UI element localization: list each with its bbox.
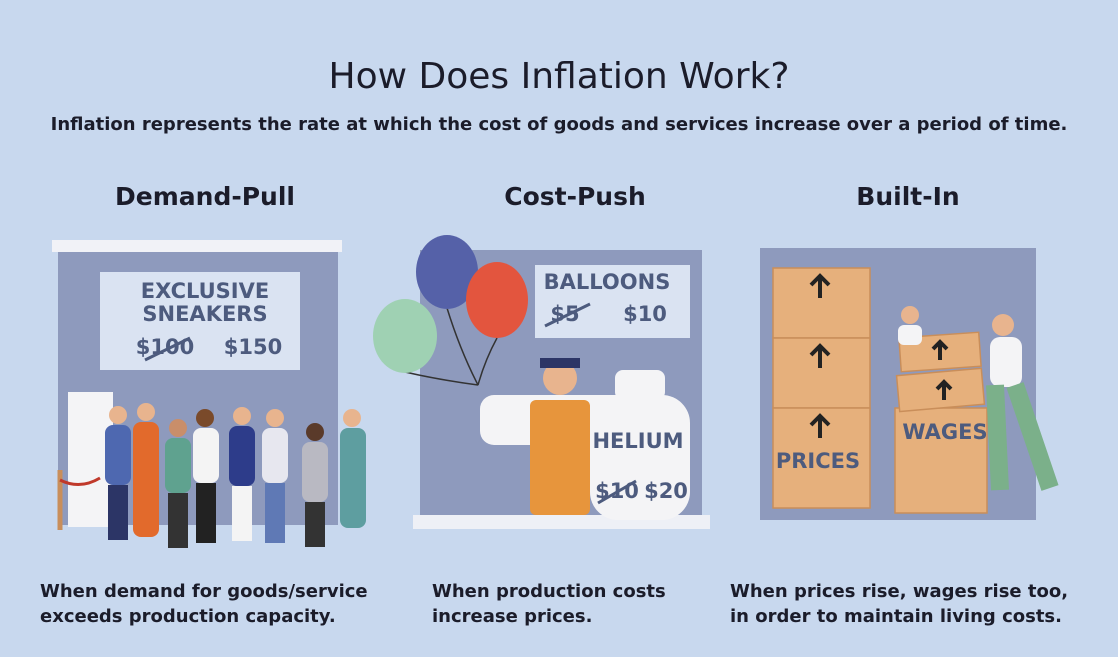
sign-text: EXCLUSIVE	[141, 279, 269, 303]
built-in-illustration	[760, 248, 1059, 520]
box-label: PRICES	[776, 449, 860, 473]
sign-text: BALLOONS	[544, 270, 671, 294]
new-price: $10	[623, 302, 667, 326]
box-label: WAGES	[902, 420, 987, 444]
title: How Does Inflation Work?	[329, 56, 790, 97]
caption: When production costs	[432, 581, 666, 602]
new-price: $20	[644, 479, 688, 503]
heading: Built-In	[856, 182, 959, 211]
caption: increase prices.	[432, 606, 592, 627]
caption: exceeds production capacity.	[40, 606, 336, 627]
caption: in order to maintain living costs.	[730, 606, 1062, 627]
sign-text: SNEAKERS	[142, 302, 267, 326]
caption: When prices rise, wages rise too,	[730, 581, 1068, 602]
strike	[144, 336, 191, 362]
strike	[544, 302, 591, 328]
heading: Demand-Pull	[115, 182, 295, 211]
new-price: $150	[224, 335, 282, 359]
cost-push-illustration	[373, 235, 710, 529]
tank-label: HELIUM	[592, 429, 683, 453]
demand-pull-illustration	[52, 240, 366, 548]
strike	[597, 479, 637, 505]
subtitle: Inflation represents the rate at which t…	[51, 114, 1068, 135]
caption: When demand for goods/service	[40, 581, 368, 602]
old-price: $100	[136, 335, 194, 359]
heading: Cost-Push	[504, 182, 646, 211]
